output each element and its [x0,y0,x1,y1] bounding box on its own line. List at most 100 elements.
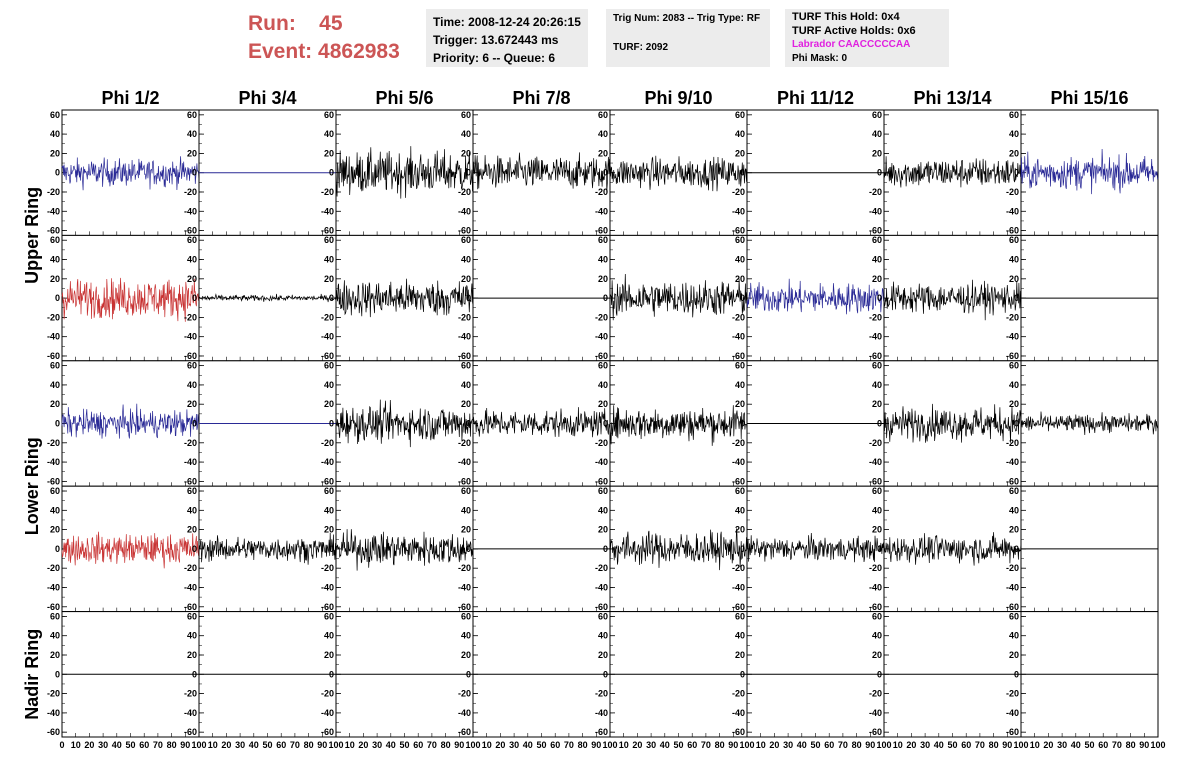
y-tick-label: 20 [872,274,882,284]
x-tick-label: 90 [1002,740,1012,750]
y-tick-label: -60 [184,727,197,737]
y-tick-label: -60 [321,727,334,737]
y-tick-label: -20 [321,438,334,448]
y-tick-label: -20 [321,187,334,197]
y-tick-label: -60 [1006,727,1019,737]
y-tick-label: -20 [869,563,882,573]
y-tick-label: -60 [184,602,197,612]
waveform-trace [61,277,200,322]
y-tick-label: -40 [184,457,197,467]
x-tick-label: 40 [249,740,259,750]
waveform-trace [609,528,748,571]
run-event-box: Run: 45 Event: 4862983 [248,10,400,66]
y-tick-label: 20 [50,399,60,409]
waveform-trace [883,156,1022,188]
panel-frame [61,360,200,487]
x-tick-label: 80 [578,740,588,750]
y-tick-label: -60 [458,727,471,737]
y-tick-label: 20 [598,525,608,535]
y-tick-label: -60 [458,226,471,236]
y-tick-label: 40 [50,505,60,515]
x-tick-label: 100 [1150,740,1165,750]
y-tick-label: 40 [50,129,60,139]
y-tick-label: -60 [321,602,334,612]
y-tick-label: 0 [55,168,60,178]
y-tick-label: -60 [595,727,608,737]
y-tick-label: -40 [47,457,60,467]
y-tick-label: -60 [458,602,471,612]
y-tick-label: 60 [324,235,334,245]
y-tick-label: 0 [603,544,608,554]
y-tick-label: -60 [321,476,334,486]
waveform-trace [335,529,474,571]
x-tick-label: 20 [769,740,779,750]
y-tick-label: 60 [461,235,471,245]
x-tick-label: 30 [235,740,245,750]
y-tick-label: -60 [47,226,60,236]
y-tick-label: -20 [458,312,471,322]
y-tick-label: 20 [1009,148,1019,158]
waveform-trace [335,146,474,199]
waveform-trace [198,532,337,565]
y-tick-label: -40 [184,708,197,718]
y-tick-label: -20 [458,438,471,448]
y-tick-label: -60 [595,602,608,612]
x-tick-label: 10 [893,740,903,750]
y-tick-label: -60 [1006,602,1019,612]
x-tick-label: 60 [687,740,697,750]
x-tick-label: 30 [372,740,382,750]
y-tick-label: 0 [603,293,608,303]
y-tick-label: -40 [47,582,60,592]
y-tick-label: -20 [458,563,471,573]
y-tick-label: -60 [732,727,745,737]
y-tick-label: 20 [187,274,197,284]
x-tick-label: 60 [1098,740,1108,750]
y-tick-label: 0 [740,293,745,303]
y-tick-label: 60 [324,110,334,120]
y-tick-label: 60 [1009,611,1019,621]
y-tick-label: 20 [324,148,334,158]
waveform-trace [61,156,200,191]
y-tick-label: 40 [1009,380,1019,390]
x-tick-label: 90 [454,740,464,750]
x-tick-label: 10 [345,740,355,750]
y-tick-label: 60 [872,110,882,120]
x-tick-label: 10 [482,740,492,750]
x-tick-label: 10 [71,740,81,750]
y-tick-label: -40 [321,332,334,342]
y-tick-label: -60 [1006,226,1019,236]
x-tick-label: 40 [934,740,944,750]
time-info-box: Time: 2008-12-24 20:26:15 Trigger: 13.67… [426,9,588,67]
waveform-trace [1020,411,1159,436]
y-tick-label: -20 [1006,187,1019,197]
y-tick-label: -60 [321,351,334,361]
y-tick-label: -40 [458,582,471,592]
y-tick-label: -40 [595,582,608,592]
y-tick-label: -40 [869,708,882,718]
waveform-trace [609,405,748,446]
panel-frame [61,485,200,613]
x-tick-label: 20 [906,740,916,750]
y-tick-label: 60 [187,486,197,496]
y-tick-label: -20 [321,689,334,699]
y-tick-label: -20 [47,563,60,573]
y-tick-label: 40 [50,255,60,265]
y-tick-label: 0 [1014,168,1019,178]
waveform-trace [883,532,1022,566]
y-tick-label: 40 [598,505,608,515]
y-tick-label: -40 [732,332,745,342]
y-tick-label: -20 [869,312,882,322]
y-tick-label: -40 [732,708,745,718]
y-tick-label: -20 [458,187,471,197]
y-tick-label: -40 [458,206,471,216]
y-tick-label: -60 [458,476,471,486]
y-tick-label: 40 [461,631,471,641]
y-tick-label: -60 [732,602,745,612]
y-tick-label: 60 [1009,486,1019,496]
y-tick-label: -60 [321,226,334,236]
x-tick-label: 50 [810,740,820,750]
y-tick-label: 20 [461,650,471,660]
waveform-trace [335,399,474,448]
y-tick-label: 60 [735,110,745,120]
y-tick-label: -60 [1006,476,1019,486]
